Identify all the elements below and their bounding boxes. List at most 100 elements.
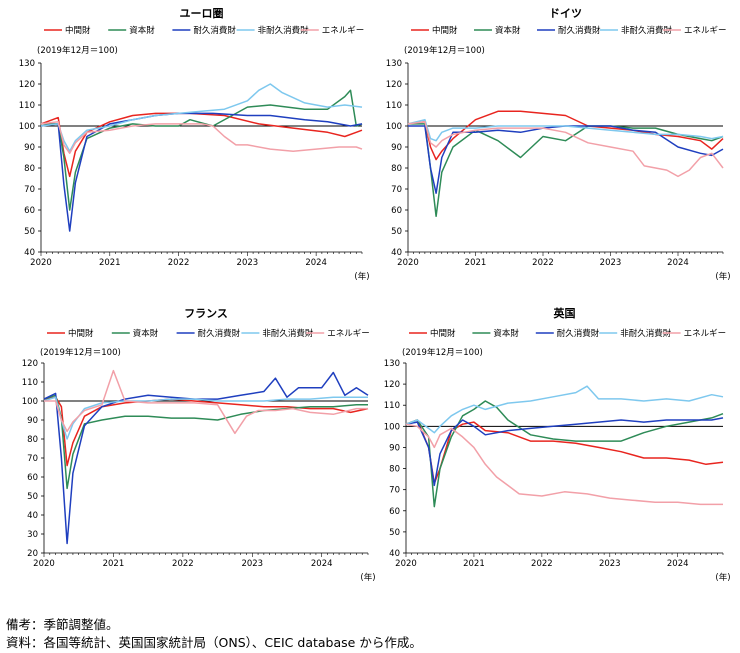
y-tick-label: 130 (384, 359, 400, 369)
legend-label: 非耐久消費財 (621, 25, 673, 36)
legend-label: エネルギー (322, 26, 365, 36)
x-tick-label: 2023 (241, 559, 263, 569)
chart-title: 英国 (553, 306, 576, 320)
x-tick-label: 2022 (168, 258, 190, 268)
series-line (405, 400, 724, 508)
legend-item: 資本財 (108, 25, 155, 36)
legend-label: 耐久消費財 (557, 328, 600, 339)
y-tick-label: 20 (27, 549, 38, 559)
x-axis-label: (年) (715, 271, 730, 282)
y-tick-label: 120 (386, 80, 402, 90)
legend-label: エネルギー (684, 329, 727, 339)
y-tick-label: 50 (24, 227, 35, 237)
x-tick-label: 2024 (667, 559, 689, 569)
series-line (407, 121, 724, 178)
legend-item: 中間財 (47, 328, 94, 339)
x-tick-label: 2023 (237, 258, 259, 268)
series-line (43, 396, 368, 440)
y-tick-label: 40 (27, 511, 38, 521)
legend-item: 中間財 (411, 25, 458, 36)
legend-item: 非耐久消費財 (236, 25, 309, 36)
series-line (408, 123, 724, 218)
legend-item: 資本財 (474, 25, 521, 36)
y-tick-label: 100 (386, 122, 402, 132)
y-tick-label: 50 (27, 492, 38, 502)
y-tick-label: 70 (27, 454, 38, 464)
legend-item: エネルギー (306, 329, 370, 339)
y-tick-label: 80 (27, 435, 38, 445)
y-tick-label: 120 (22, 359, 38, 369)
legend-item: 中間財 (409, 328, 456, 339)
legend-item: 非耐久消費財 (600, 25, 673, 36)
y-tick-label: 50 (389, 528, 400, 538)
legend-label: 非耐久消費財 (262, 328, 314, 339)
legend-label: 中間財 (432, 25, 458, 36)
legend-item: エネルギー (662, 329, 727, 339)
unit-label: (2019年12月＝100) (37, 45, 118, 56)
series-line (407, 110, 724, 161)
series-line (44, 369, 368, 435)
x-tick-label: 2023 (600, 258, 622, 268)
y-tick-label: 80 (24, 164, 35, 174)
y-tick-label: 100 (384, 422, 400, 432)
y-tick-label: 90 (391, 143, 402, 153)
unit-label: (2019年12月＝100) (402, 347, 483, 358)
series-line (407, 118, 724, 142)
y-tick-label: 40 (391, 248, 402, 258)
y-tick-label: 60 (27, 473, 38, 483)
y-tick-label: 90 (389, 443, 400, 453)
x-tick-label: 2020 (395, 559, 417, 569)
footnote-source: 資料：各国等統計、英国国家統計局（ONS）、CEIC database から作成… (6, 635, 422, 650)
y-tick-label: 90 (27, 416, 38, 426)
y-tick-label: 40 (389, 549, 400, 559)
y-tick-label: 110 (19, 101, 35, 111)
series-line (40, 121, 363, 155)
chart-title: ユーロ圏 (180, 7, 224, 20)
y-tick-label: 60 (24, 206, 35, 216)
legend-item: 資本財 (472, 328, 519, 339)
legend-item: 耐久消費財 (537, 25, 601, 36)
legend-label: エネルギー (684, 26, 727, 36)
series-line (43, 394, 368, 490)
legend-item: 非耐久消費財 (599, 328, 672, 339)
y-tick-label: 110 (386, 101, 402, 111)
x-tick-label: 2023 (599, 559, 621, 569)
x-axis-label: (年) (360, 572, 375, 583)
y-tick-label: 110 (384, 401, 400, 411)
legend-item: 耐久消費財 (535, 328, 600, 339)
x-tick-label: 2024 (311, 559, 333, 569)
legend-label: 中間財 (68, 328, 94, 339)
legend-item: エネルギー (663, 26, 727, 36)
legend-label: 資本財 (129, 25, 155, 36)
x-tick-label: 2021 (99, 258, 121, 268)
y-tick-label: 90 (24, 143, 35, 153)
x-tick-label: 2024 (667, 258, 689, 268)
legend-label: 資本財 (495, 25, 521, 36)
y-tick-label: 70 (389, 486, 400, 496)
legend-item: 耐久消費財 (172, 25, 236, 36)
legend-item: 耐久消費財 (176, 328, 241, 339)
series-line (405, 417, 724, 487)
y-tick-label: 60 (391, 206, 402, 216)
legend-label: エネルギー (327, 329, 370, 339)
x-tick-label: 2022 (532, 258, 554, 268)
legend-label: 資本財 (493, 328, 519, 339)
series-line (40, 112, 363, 178)
series-line (405, 385, 724, 434)
x-axis-label: (年) (354, 271, 369, 282)
x-tick-label: 2020 (397, 258, 419, 268)
y-tick-label: 130 (19, 59, 35, 69)
x-tick-label: 2024 (305, 258, 327, 268)
legend-label: 中間財 (65, 25, 91, 36)
legend-item: 非耐久消費財 (241, 328, 314, 339)
x-tick-label: 2021 (465, 258, 487, 268)
legend-label: 中間財 (430, 328, 456, 339)
legend-label: 資本財 (133, 328, 159, 339)
series-line (405, 423, 723, 506)
legend-item: エネルギー (300, 26, 365, 36)
legend-item: 資本財 (111, 328, 159, 339)
legend-label: 耐久消費財 (193, 25, 236, 36)
